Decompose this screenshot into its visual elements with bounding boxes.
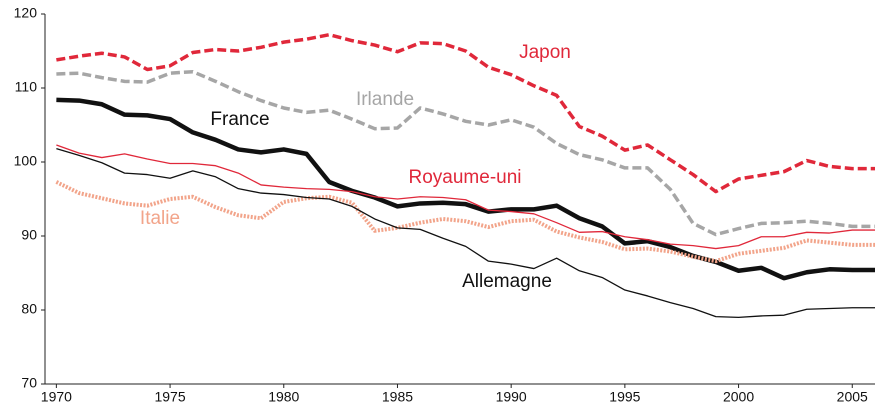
x-tick-label: 2000 [723,389,754,405]
series-label: France [210,109,269,130]
y-tick-label: 110 [15,79,38,95]
series-line [56,32,875,194]
series-line [56,97,875,281]
series-line [56,148,875,319]
x-tick-label: 1980 [268,389,299,405]
y-tick-label: 80 [21,301,37,317]
series-line [56,144,875,250]
series-label: Allemagne [462,271,552,292]
x-tick-label: 2005 [837,389,868,405]
y-tick-label: 100 [14,153,38,169]
series-label: Irlande [356,89,414,110]
y-tick-label: 70 [21,375,37,391]
x-tick-label: 1985 [382,389,413,405]
y-tick-label: 120 [14,5,38,21]
y-tick-label: 90 [21,227,37,243]
series-label: Japon [519,42,571,63]
x-tick-label: 1995 [609,389,640,405]
series-label: Italie [140,208,180,229]
series-label: Royaume-uni [409,167,522,188]
x-tick-label: 1975 [154,389,185,405]
series-line [55,180,875,264]
series-line [56,69,875,237]
x-tick-label: 1990 [496,389,527,405]
x-tick-label: 1970 [41,389,72,405]
